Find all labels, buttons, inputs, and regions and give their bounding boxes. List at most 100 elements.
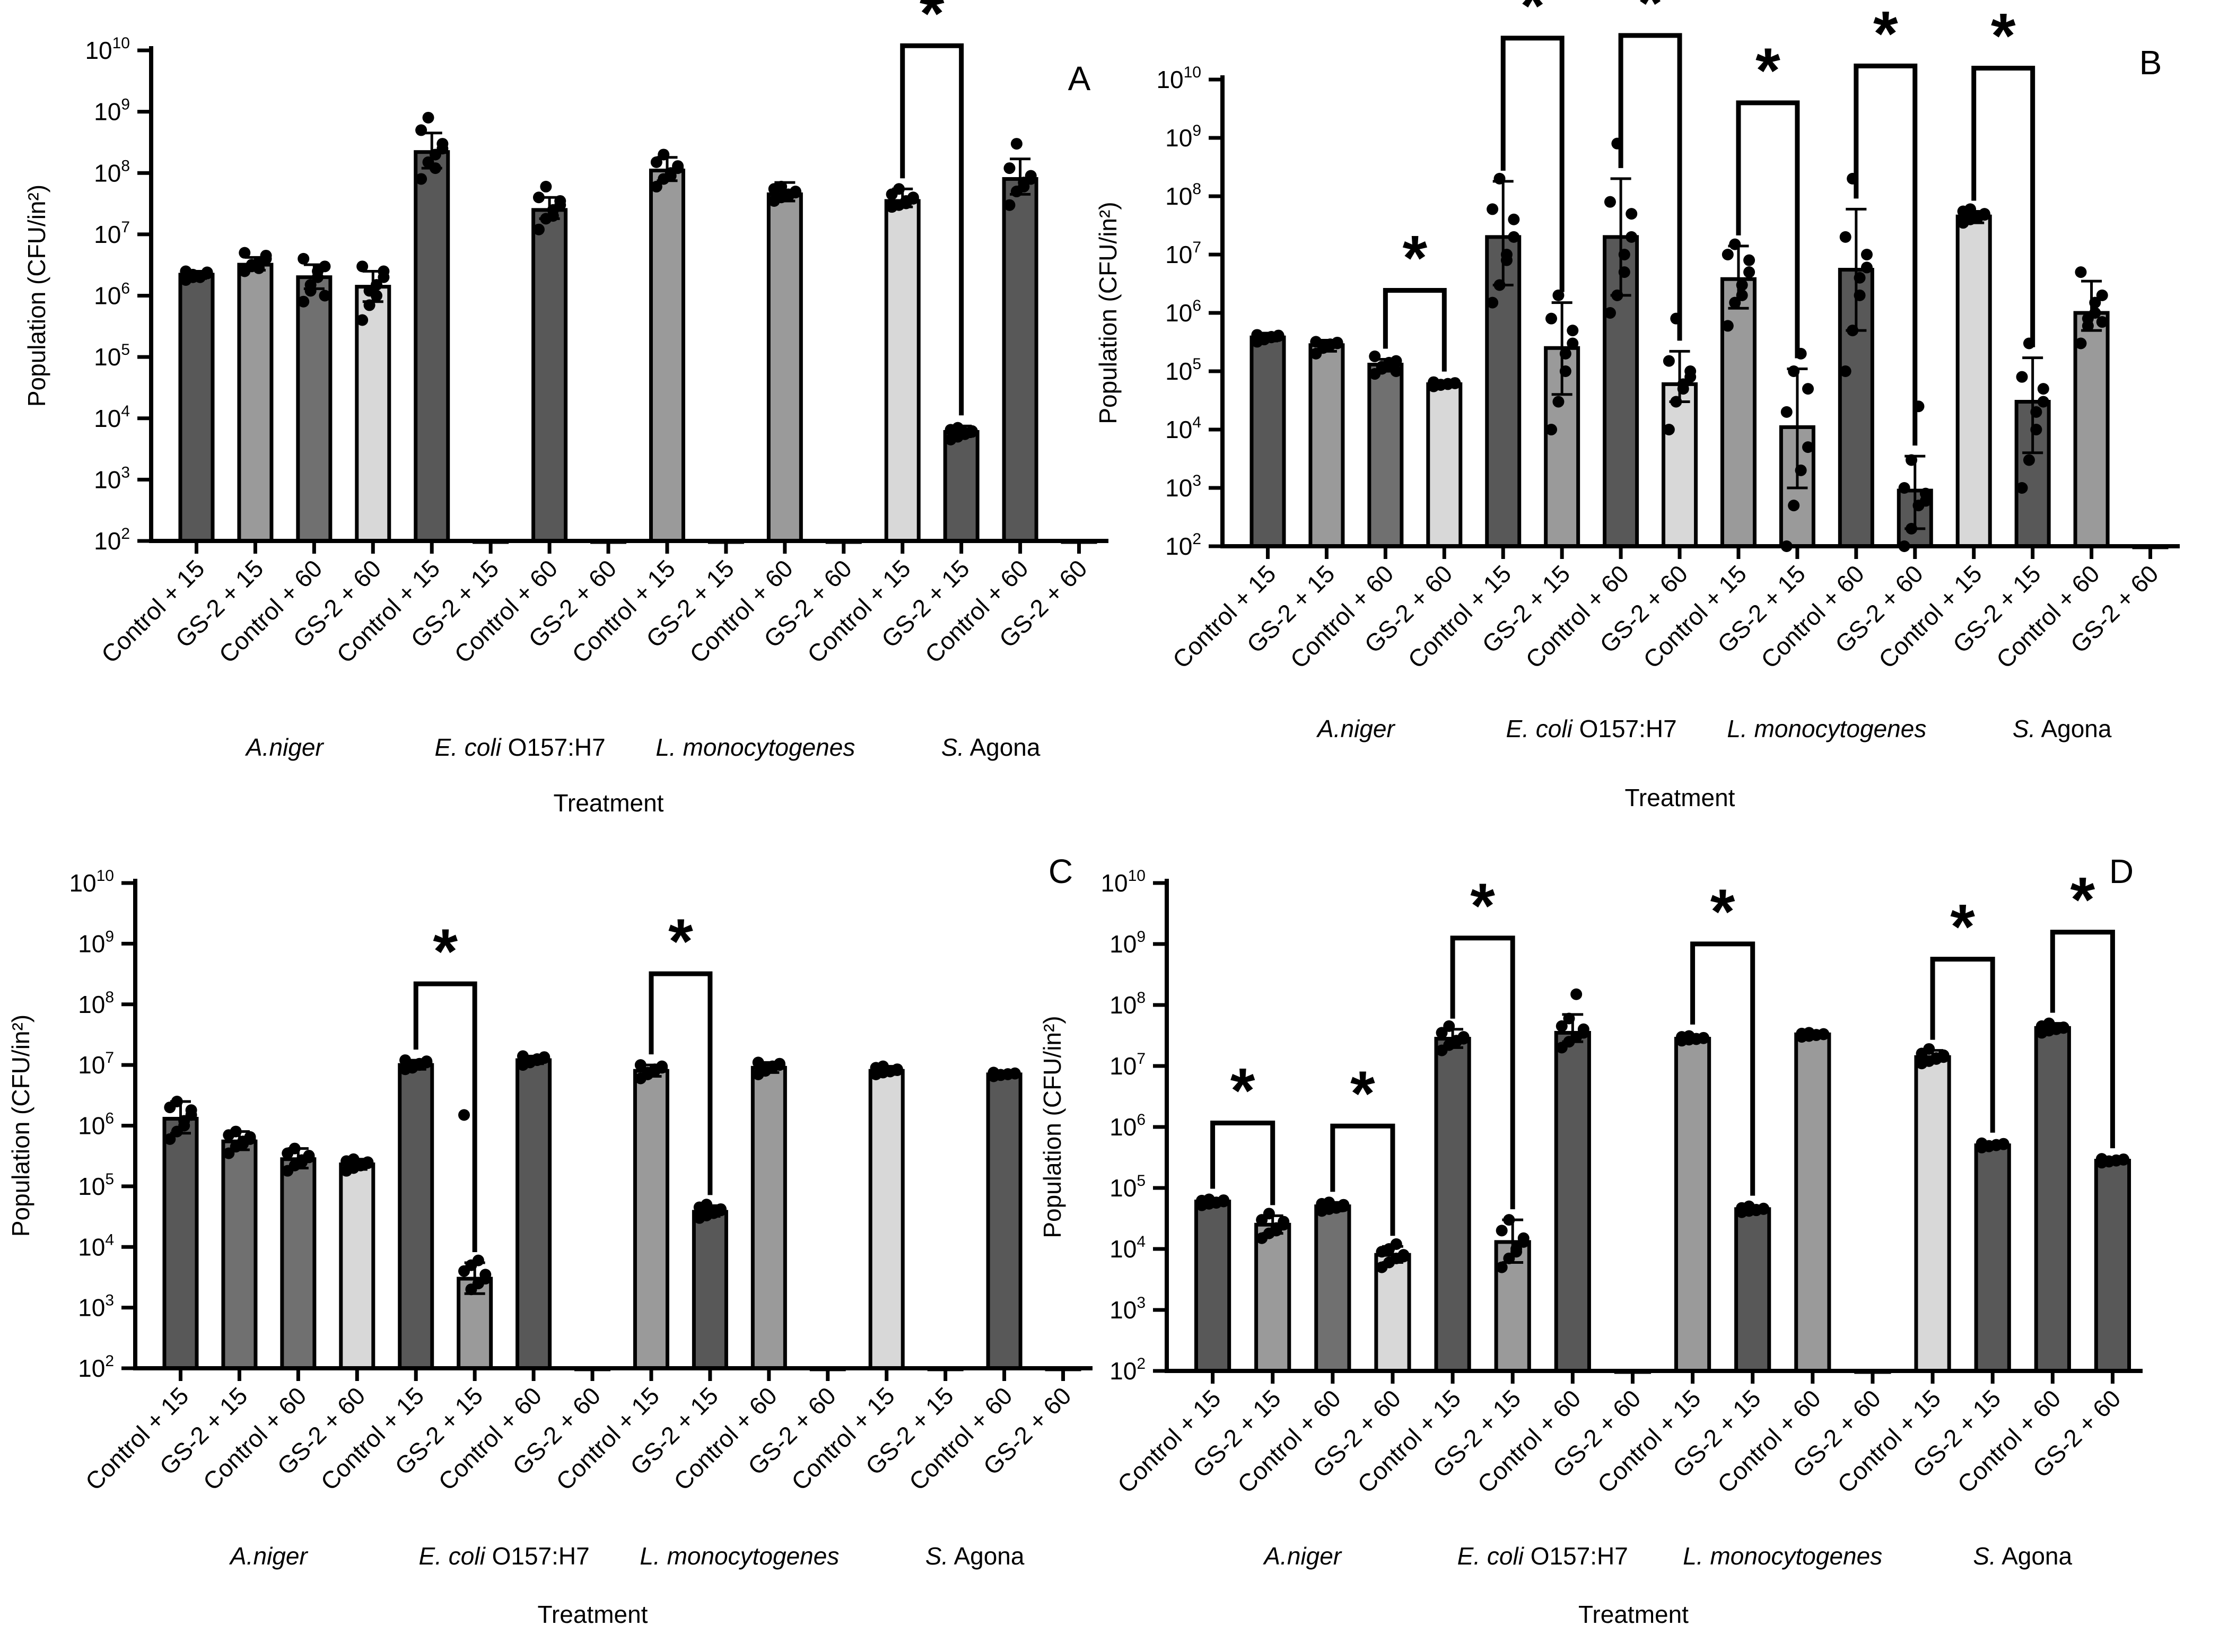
y-tick-base: 10 — [69, 869, 96, 897]
data-point — [1670, 396, 1682, 408]
group-label-italic: S. — [1973, 1542, 1996, 1570]
bar — [1308, 343, 1345, 548]
data-point — [1684, 365, 1697, 377]
significance-star: * — [920, 0, 945, 49]
y-tick-base: 10 — [1109, 1052, 1137, 1080]
panel-letter: C — [1049, 852, 1073, 890]
y-tick-base: 10 — [1165, 182, 1192, 210]
significance-bracket — [413, 981, 477, 1252]
data-point — [2016, 482, 2028, 494]
y-axis-title: Population (CFU/in²) — [23, 185, 50, 407]
group-label-italic: S. — [941, 733, 964, 761]
data-point — [201, 266, 213, 278]
data-point — [363, 299, 375, 311]
data-point — [1272, 329, 1285, 342]
y-tick-base: 10 — [1109, 1113, 1137, 1141]
y-tick-label: 107 — [78, 1049, 114, 1079]
y-tick-exponent: 10 — [1184, 64, 1201, 81]
data-point — [244, 1131, 256, 1143]
data-point — [1618, 266, 1630, 278]
group-label-rest: Agona — [948, 1542, 1025, 1570]
y-tick-label: 108 — [1109, 989, 1146, 1019]
y-tick-exponent: 5 — [121, 341, 130, 359]
data-point — [1743, 266, 1755, 278]
group-label-italic: L. monocytogenes — [656, 733, 855, 761]
data-point — [2057, 1021, 2069, 1034]
y-tick-base: 10 — [1100, 869, 1128, 897]
y-tick-exponent: 7 — [121, 218, 130, 236]
data-point — [1383, 356, 1395, 369]
y-tick-base: 10 — [1165, 241, 1192, 268]
group-label: A.niger — [229, 1542, 308, 1570]
data-point — [1997, 1138, 2009, 1150]
data-point — [2096, 316, 2108, 328]
y-tick-exponent: 2 — [1192, 530, 1201, 548]
y-axis-title: Population (CFU/in²) — [1038, 1016, 1066, 1238]
bar — [1914, 1055, 1951, 1373]
bar — [1254, 1222, 1291, 1373]
y-tick-exponent: 6 — [1137, 1111, 1146, 1129]
data-point — [1443, 1020, 1455, 1032]
group-label: L. monocytogenes — [656, 733, 855, 761]
data-point — [1545, 424, 1558, 435]
data-point — [304, 279, 317, 291]
data-point — [1545, 312, 1558, 325]
y-tick-exponent: 6 — [105, 1110, 114, 1127]
data-point — [1788, 365, 1800, 377]
group-label: L. monocytogenes — [640, 1542, 839, 1570]
bar — [531, 208, 568, 543]
data-point — [185, 1104, 197, 1116]
y-tick-base: 10 — [94, 221, 121, 248]
y-tick-exponent: 7 — [1192, 239, 1201, 256]
group-label: L. monocytogenes — [1683, 1542, 1882, 1570]
y-tick-label: 105 — [1109, 1172, 1146, 1202]
y-tick-label: 1010 — [1156, 64, 1201, 93]
y-tick-base: 10 — [1165, 299, 1192, 327]
data-point — [171, 1095, 183, 1107]
y-tick-label: 104 — [78, 1231, 114, 1261]
group-label: A.niger — [244, 733, 324, 761]
data-point — [1369, 350, 1381, 362]
data-point — [1698, 1032, 1710, 1044]
bar — [1554, 1030, 1591, 1373]
data-point — [1331, 336, 1343, 348]
data-point — [230, 1125, 242, 1138]
data-point — [1677, 378, 1689, 390]
y-tick-base: 10 — [1165, 416, 1192, 443]
bar — [162, 1116, 199, 1370]
data-point — [1736, 289, 1748, 301]
data-point — [1626, 208, 1638, 220]
data-point — [1508, 231, 1520, 243]
y-tick-exponent: 2 — [121, 525, 130, 543]
data-point — [1263, 1208, 1275, 1220]
y-tick-base: 10 — [78, 1051, 105, 1079]
data-point — [966, 425, 978, 437]
significance-bracket — [1854, 63, 1918, 446]
y-tick-exponent: 8 — [1137, 989, 1146, 1007]
y-tick-label: 104 — [94, 403, 130, 432]
group-label-italic: L. monocytogenes — [640, 1542, 839, 1570]
bar — [398, 1063, 434, 1370]
data-point — [1722, 320, 1734, 332]
group-label: S. Agona — [1973, 1542, 2072, 1570]
y-tick-label: 106 — [1109, 1111, 1146, 1141]
data-point — [2037, 396, 2049, 408]
y-tick-exponent: 5 — [105, 1170, 114, 1188]
data-point — [422, 111, 434, 124]
y-tick-exponent: 7 — [1137, 1050, 1146, 1068]
data-point — [1663, 424, 1675, 435]
data-point — [472, 1254, 484, 1266]
y-tick-label: 105 — [78, 1170, 114, 1200]
data-point — [554, 195, 566, 207]
y-tick-label: 103 — [1165, 472, 1201, 502]
y-tick-label: 104 — [1165, 414, 1201, 443]
y-tick-label: 107 — [1109, 1050, 1146, 1080]
y-tick-exponent: 8 — [105, 989, 114, 1006]
y-tick-label: 106 — [94, 280, 130, 310]
data-point — [538, 1051, 551, 1063]
data-point — [178, 1115, 190, 1127]
significance-bracket — [1210, 1121, 1275, 1205]
data-point — [1552, 289, 1565, 301]
